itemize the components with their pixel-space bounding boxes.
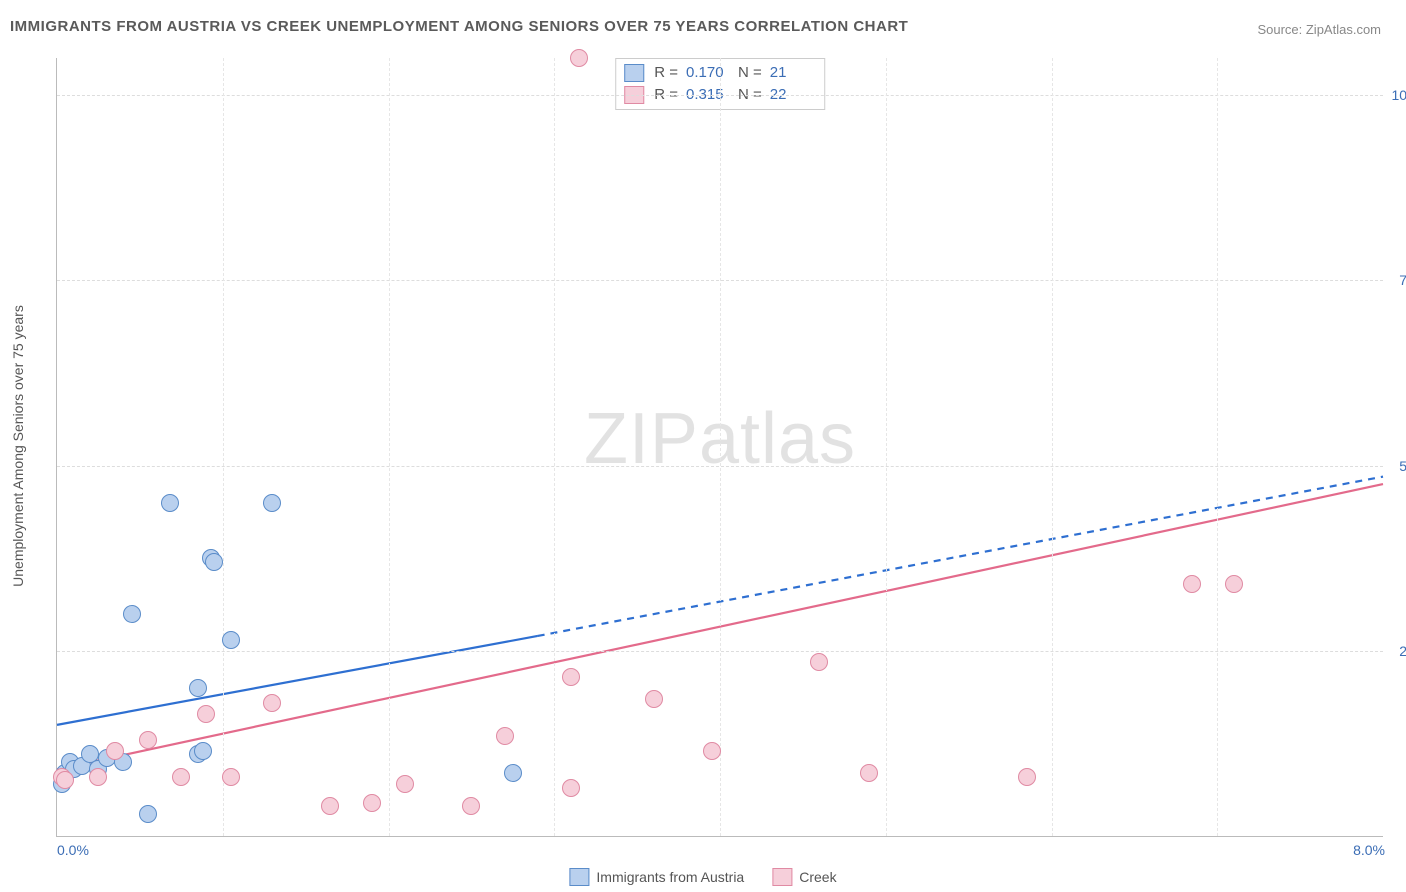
scatter-point — [222, 631, 240, 649]
scatter-point — [321, 797, 339, 815]
legend-item: Immigrants from Austria — [569, 868, 744, 886]
scatter-point — [462, 797, 480, 815]
gridline-vertical — [1217, 58, 1218, 836]
scatter-point — [197, 705, 215, 723]
legend-swatch-icon — [569, 868, 589, 886]
stat-n-value: 21 — [770, 62, 812, 84]
scatter-point — [570, 49, 588, 67]
legend-label: Immigrants from Austria — [596, 869, 744, 885]
scatter-point — [205, 553, 223, 571]
watermark-thin: atlas — [699, 399, 856, 479]
gridline-vertical — [886, 58, 887, 836]
scatter-point — [496, 727, 514, 745]
scatter-point — [106, 742, 124, 760]
scatter-point — [139, 805, 157, 823]
y-axis-title: Unemployment Among Seniors over 75 years — [10, 305, 26, 587]
scatter-point — [263, 494, 281, 512]
scatter-point — [189, 679, 207, 697]
y-tick-label: 100.0% — [1389, 87, 1406, 103]
scatter-point — [810, 653, 828, 671]
x-tick-min: 0.0% — [57, 842, 89, 858]
scatter-point — [396, 775, 414, 793]
trend-line — [538, 477, 1383, 636]
scatter-point — [860, 764, 878, 782]
scatter-point — [56, 771, 74, 789]
scatter-point — [123, 605, 141, 623]
scatter-point — [562, 779, 580, 797]
bottom-series-legend: Immigrants from Austria Creek — [569, 868, 836, 886]
scatter-point — [645, 690, 663, 708]
chart-title: IMMIGRANTS FROM AUSTRIA VS CREEK UNEMPLO… — [10, 18, 908, 35]
scatter-point — [89, 768, 107, 786]
gridline-vertical — [1052, 58, 1053, 836]
scatter-point — [504, 764, 522, 782]
scatter-point — [139, 731, 157, 749]
gridline-vertical — [223, 58, 224, 836]
y-tick-label: 75.0% — [1389, 272, 1406, 288]
legend-swatch-icon — [772, 868, 792, 886]
legend-item: Creek — [772, 868, 836, 886]
stats-row: R = 0.170 N = 21 — [624, 62, 812, 84]
scatter-point — [562, 668, 580, 686]
watermark-bold: ZIP — [584, 399, 699, 479]
source-attribution: Source: ZipAtlas.com — [1257, 22, 1381, 37]
y-tick-label: 50.0% — [1389, 458, 1406, 474]
y-tick-label: 25.0% — [1389, 643, 1406, 659]
legend-label: Creek — [799, 869, 836, 885]
scatter-point — [363, 794, 381, 812]
scatter-point — [1225, 575, 1243, 593]
scatter-point — [222, 768, 240, 786]
stat-n-label: N = — [738, 62, 762, 84]
stat-r-label: R = — [654, 62, 678, 84]
scatter-point — [161, 494, 179, 512]
gridline-vertical — [554, 58, 555, 836]
scatter-point — [194, 742, 212, 760]
gridline-vertical — [389, 58, 390, 836]
chart-plot-area: ZIPatlas R =0.170N =21R =0.315N =22 0.0%… — [56, 58, 1383, 837]
scatter-point — [172, 768, 190, 786]
scatter-point — [703, 742, 721, 760]
scatter-point — [263, 694, 281, 712]
scatter-point — [1018, 768, 1036, 786]
trend-line — [57, 636, 538, 725]
stat-r-value: 0.170 — [686, 62, 728, 84]
x-tick-max: 8.0% — [1353, 842, 1385, 858]
legend-swatch-icon — [624, 64, 644, 82]
scatter-point — [1183, 575, 1201, 593]
gridline-vertical — [720, 58, 721, 836]
